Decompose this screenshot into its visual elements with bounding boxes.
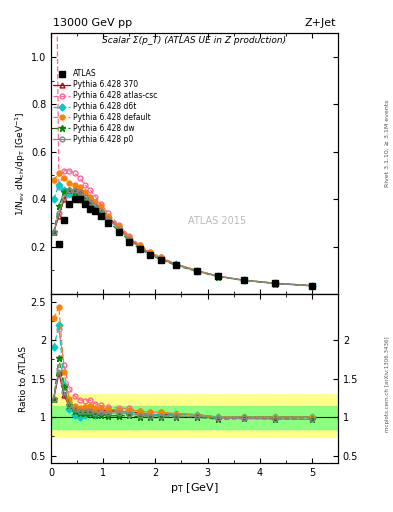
Text: Scalar Σ(p_T) (ATLAS UE in Z production): Scalar Σ(p_T) (ATLAS UE in Z production)	[103, 36, 286, 45]
Legend: ATLAS, Pythia 6.428 370, Pythia 6.428 atlas-csc, Pythia 6.428 d6t, Pythia 6.428 : ATLAS, Pythia 6.428 370, Pythia 6.428 at…	[53, 70, 158, 144]
Text: Rivet 3.1.10, ≥ 3.1M events: Rivet 3.1.10, ≥ 3.1M events	[385, 100, 390, 187]
Text: mcplots.cern.ch [arXiv:1306.3436]: mcplots.cern.ch [arXiv:1306.3436]	[385, 336, 390, 432]
Y-axis label: 1/N$_\mathregular{ev}$ dN$_\mathregular{ch}$/dp$_\mathregular{T}$ [GeV$^{-1}$]: 1/N$_\mathregular{ev}$ dN$_\mathregular{…	[14, 111, 28, 216]
Text: ATLAS 2015: ATLAS 2015	[188, 216, 246, 226]
Bar	[51, 406, 338, 429]
Y-axis label: Ratio to ATLAS: Ratio to ATLAS	[19, 346, 28, 412]
X-axis label: p$_\mathregular{T}$ [GeV]: p$_\mathregular{T}$ [GeV]	[170, 481, 219, 495]
Bar	[51, 394, 338, 436]
Text: 13000 GeV pp: 13000 GeV pp	[53, 18, 132, 28]
Text: Z+Jet: Z+Jet	[305, 18, 336, 28]
